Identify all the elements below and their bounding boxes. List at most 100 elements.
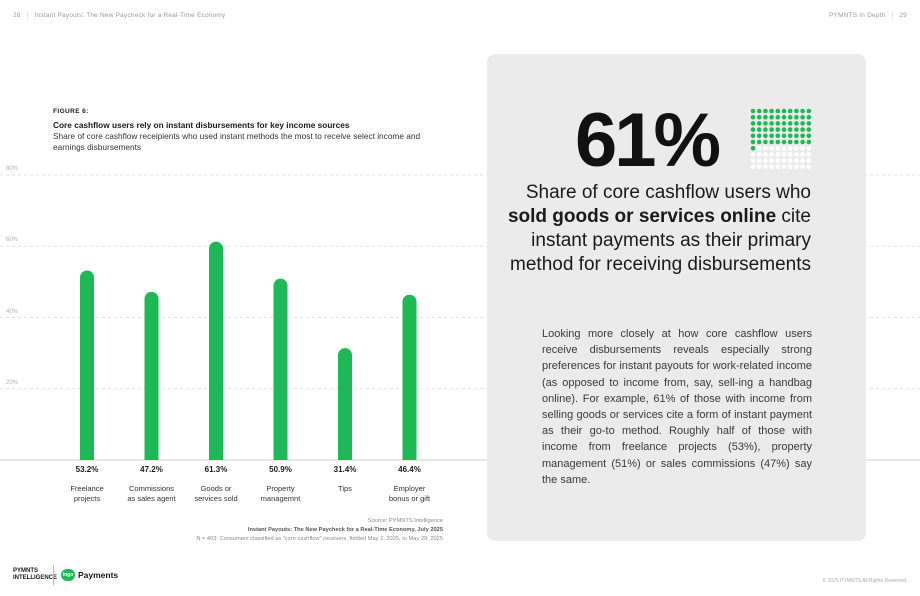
dot-filled xyxy=(794,114,799,120)
dot-empty xyxy=(781,164,787,170)
dot-filled xyxy=(806,133,812,139)
dot-empty xyxy=(750,164,756,170)
dot-empty xyxy=(763,145,768,151)
dot-filled xyxy=(794,133,799,139)
dot-empty xyxy=(794,145,799,151)
dot-empty xyxy=(800,152,805,157)
dot-empty xyxy=(775,152,781,157)
dot-empty xyxy=(806,152,812,157)
bar xyxy=(338,348,352,460)
dot-empty xyxy=(787,145,793,151)
ingo-badge-icon: ingo xyxy=(61,569,75,581)
figure-label: FIGURE 6: xyxy=(53,108,89,115)
dot-filled xyxy=(756,127,762,132)
bar xyxy=(80,270,94,460)
dot-filled xyxy=(763,139,768,145)
dot-filled xyxy=(787,139,793,145)
dot-empty xyxy=(763,152,768,157)
dot-filled xyxy=(763,108,768,114)
dot-empty xyxy=(769,152,774,157)
dot-filled xyxy=(800,139,805,145)
source-line: Source: PYMNTS Intelligence xyxy=(367,518,443,524)
dot-empty xyxy=(750,158,756,163)
value-label: 31.4% xyxy=(333,465,357,474)
ingo-logo-text: Payments xyxy=(78,570,119,580)
category-label: Tips xyxy=(338,484,352,493)
dot-filled xyxy=(750,108,756,114)
dot-empty xyxy=(794,164,799,170)
value-label: 53.2% xyxy=(75,465,99,474)
dot-filled xyxy=(750,127,756,132)
dot-filled xyxy=(806,114,812,120)
dot-filled xyxy=(800,121,805,126)
y-tick-label: 80% xyxy=(6,166,19,172)
dot-filled xyxy=(806,121,812,126)
dot-filled xyxy=(750,114,756,120)
dot-filled xyxy=(775,133,781,139)
dot-empty xyxy=(775,145,781,151)
dot-filled xyxy=(763,133,768,139)
dot-empty xyxy=(781,145,787,151)
value-label: 50.9% xyxy=(269,465,292,474)
dot-filled xyxy=(781,108,787,114)
pymnts-logo: PYMNTS INTELLIGENCE xyxy=(13,568,57,582)
dot-filled xyxy=(806,127,812,132)
source-sample: N = 403: Consumers classified as "core c… xyxy=(196,536,443,542)
report-title: Instant Payouts: The New Paycheck for a … xyxy=(34,12,226,19)
dot-empty xyxy=(800,145,805,151)
bar xyxy=(144,291,159,460)
dot-empty xyxy=(787,158,793,163)
dot-filled xyxy=(756,139,762,145)
dot-filled xyxy=(750,145,756,151)
dot-grid-icon xyxy=(750,108,812,170)
dot-empty xyxy=(763,164,768,170)
dot-empty xyxy=(775,158,781,163)
dot-filled xyxy=(800,127,805,132)
callout-body: Looking more closely at how core cashflo… xyxy=(542,328,812,486)
dot-filled xyxy=(750,133,756,139)
category-label: Property managemnt xyxy=(260,484,301,503)
figure-subtitle: Share of core cashflow receipients who u… xyxy=(53,131,421,152)
bar xyxy=(402,294,417,460)
dot-filled xyxy=(769,133,774,139)
dot-empty xyxy=(781,152,787,157)
dot-empty xyxy=(775,164,781,170)
dot-filled xyxy=(781,121,787,126)
caption-bold: sold goods or services online xyxy=(507,206,777,227)
dot-empty xyxy=(756,145,762,151)
value-label: 46.4% xyxy=(398,465,421,474)
dot-empty xyxy=(806,164,812,170)
figure-title: Core cashflow users rely on instant disb… xyxy=(53,120,350,130)
dot-empty xyxy=(756,152,762,157)
dot-filled xyxy=(800,133,805,139)
dot-filled xyxy=(787,108,793,114)
logo-line-1: PYMNTS xyxy=(13,568,39,574)
logo-line-2: INTELLIGENCE xyxy=(13,575,58,581)
dot-empty xyxy=(787,164,793,170)
value-label: 61.3% xyxy=(204,465,228,474)
dot-empty xyxy=(763,158,768,163)
callout-caption: Share of core cashflow users who sold go… xyxy=(500,181,811,277)
dot-filled xyxy=(787,133,793,139)
y-tick-label: 40% xyxy=(6,308,19,315)
y-tick-label: 60% xyxy=(6,237,19,244)
source-report: Instant Payouts: The New Paycheck for a … xyxy=(247,527,443,533)
header-divider: | xyxy=(891,12,894,19)
dot-empty xyxy=(756,158,762,163)
dot-filled xyxy=(750,121,756,126)
dot-filled xyxy=(781,139,787,145)
logo-divider xyxy=(53,565,54,585)
dot-filled xyxy=(769,127,774,132)
dot-filled xyxy=(750,139,756,145)
dot-filled xyxy=(756,114,762,120)
dot-empty xyxy=(769,145,774,151)
bar xyxy=(209,241,223,460)
dot-filled xyxy=(800,108,805,114)
dot-filled xyxy=(781,133,787,139)
dot-filled xyxy=(775,121,781,126)
dot-filled xyxy=(787,127,793,132)
callout-stat: 61% xyxy=(575,98,721,183)
dot-filled xyxy=(769,121,774,126)
header-left: 28 | Instant Payouts: The New Paycheck for… xyxy=(13,12,225,19)
dot-empty xyxy=(800,158,805,163)
